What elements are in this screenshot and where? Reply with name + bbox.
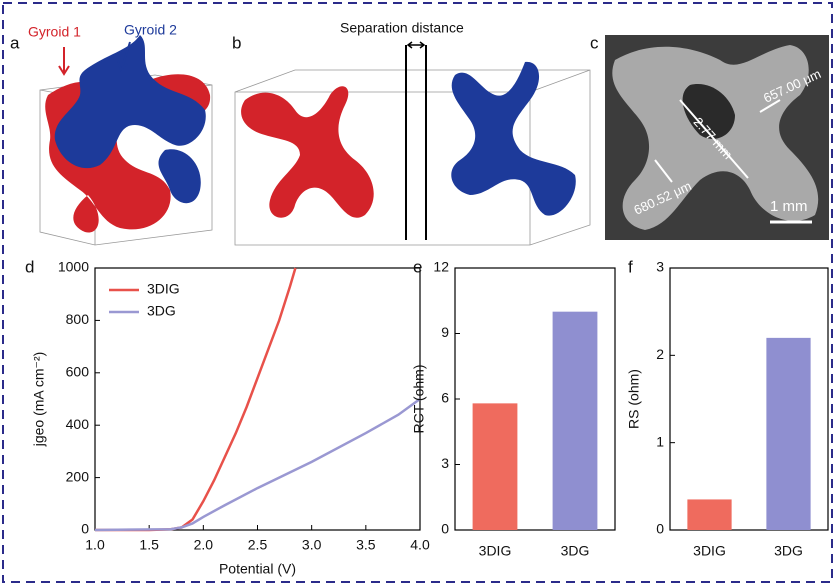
panel-letter: e (413, 257, 422, 276)
x-tick-label: 3DIG (693, 543, 726, 559)
bar (552, 311, 598, 530)
sem-hole (682, 84, 735, 139)
x-axis-label: Potential (V) (219, 561, 296, 577)
panel-letter: b (232, 33, 241, 52)
x-tick-label: 2.0 (194, 537, 214, 553)
y-tick-label: 0 (81, 521, 89, 537)
bar (472, 403, 518, 530)
y-axis-label: RS (ohm) (626, 369, 642, 429)
y-tick-label: 1 (656, 433, 664, 449)
y-tick-label: 3 (441, 455, 449, 471)
y-tick-label: 200 (66, 468, 90, 484)
y-tick-label: 12 (433, 259, 449, 275)
legend-label: 3DG (147, 303, 176, 319)
y-tick-label: 600 (66, 364, 90, 380)
measure-line (759, 99, 781, 113)
bar (766, 337, 811, 530)
y-tick-label: 1000 (58, 259, 89, 275)
panel-letter: d (25, 257, 34, 276)
gyroid-2-label: Gyroid 2 (124, 22, 177, 38)
measure-line (679, 99, 749, 179)
panel-letter: a (10, 33, 20, 52)
gyroid-1-shape (241, 86, 374, 218)
x-tick-label: 2.5 (248, 537, 268, 553)
y-tick-label: 3 (656, 259, 664, 275)
gyroid-1-label: Gyroid 1 (28, 24, 81, 40)
y-tick-label: 9 (441, 324, 449, 340)
x-tick-label: 1.0 (85, 537, 105, 553)
panel-a: a Gyroid 1 Gyroid 2 (10, 22, 213, 246)
x-tick-label: 3.5 (356, 537, 376, 553)
panel-c: c 2.77 mm 657.00 μm 680.52 μm 1 mm (590, 33, 829, 240)
line-series (95, 267, 297, 532)
plot-frame (94, 267, 421, 531)
bar (687, 499, 732, 530)
legend-label: 3DIG (147, 281, 180, 297)
y-tick-label: 400 (66, 416, 90, 432)
x-tick-label: 3DIG (479, 543, 512, 559)
plot-frame (669, 267, 829, 531)
y-tick-label: 2 (656, 346, 664, 362)
x-tick-label: 4.0 (410, 537, 430, 553)
gyroid-2-shape (54, 35, 206, 204)
y-tick-label: 6 (441, 390, 449, 406)
y-axis-label: jgeo (mA cm⁻²) (31, 352, 47, 448)
y-tick-label: 0 (656, 521, 664, 537)
arrow (58, 47, 70, 76)
y-axis-label: RCT (ohm) (411, 365, 427, 434)
distance-arrow (406, 41, 426, 49)
panel-letter: c (590, 33, 599, 52)
panel-letter: f (628, 257, 633, 276)
y-tick-label: 800 (66, 311, 90, 327)
arrow (117, 41, 131, 72)
wire-box (234, 69, 591, 246)
y-tick-label: 0 (441, 521, 449, 537)
x-tick-label: 3DG (774, 543, 803, 559)
gyroid-2-shape (451, 61, 576, 216)
separation-label: Separation distance (340, 20, 464, 36)
x-tick-label: 1.5 (139, 537, 159, 553)
x-tick-label: 3.0 (302, 537, 322, 553)
scale-label: 1 mm (770, 198, 808, 215)
line-series (94, 397, 421, 532)
measure-line (654, 159, 673, 183)
panel-b: b Separation distance (232, 20, 591, 246)
x-tick-label: 3DG (561, 543, 590, 559)
